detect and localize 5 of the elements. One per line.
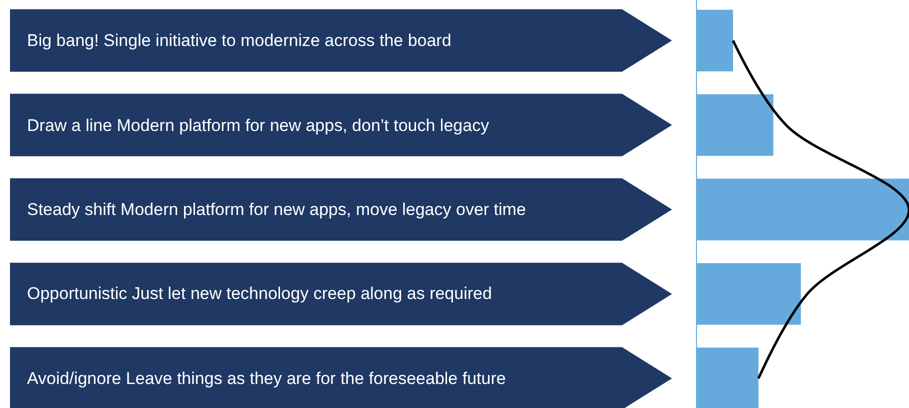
y-tick-label: Steady shift Modern platform for new apps, move legacy over time bbox=[27, 200, 526, 219]
y-tick-label: Big bang! Single initiative to modernize across the board bbox=[27, 31, 452, 50]
y-tick-label: Opportunistic Just let new technology creep along as required bbox=[27, 284, 492, 303]
y-tick-label: Draw a line Modern platform for new apps, don’t touch legacy bbox=[27, 116, 490, 135]
y-tick-label: Avoid/ignore Leave things as they are for the foreseeable future bbox=[27, 369, 506, 388]
